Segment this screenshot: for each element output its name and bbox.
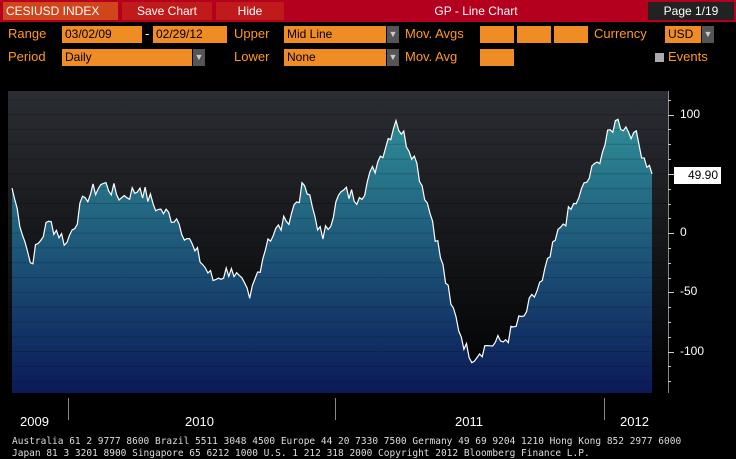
- lower-label: Lower: [234, 49, 270, 64]
- y-minor-tick: [668, 129, 671, 131]
- chevron-down-icon[interactable]: ▼: [702, 26, 714, 43]
- y-minor-tick: [668, 277, 671, 279]
- y-minor-tick: [668, 262, 671, 264]
- x-tick-label: 2010: [185, 414, 214, 429]
- y-minor-tick: [668, 188, 671, 190]
- y-minor-tick: [668, 99, 671, 101]
- range-separator: -: [145, 26, 150, 41]
- upper-select[interactable]: Mid Line: [284, 26, 386, 43]
- period-select[interactable]: Daily: [62, 49, 192, 66]
- upper-label: Upper: [234, 26, 270, 41]
- events-checkbox[interactable]: [655, 53, 664, 62]
- ticker-label[interactable]: CESIUSD INDEX: [3, 2, 118, 20]
- x-tick-label: 2012: [620, 414, 649, 429]
- range-end-field[interactable]: 02/29/12: [153, 26, 227, 43]
- events-label: Events: [668, 49, 708, 64]
- footer-contacts: Australia 61 2 9777 8600 Brazil 5511 304…: [12, 436, 682, 447]
- gridlines: [8, 99, 668, 382]
- lower-select[interactable]: None: [284, 49, 386, 66]
- mov-avg-label: Mov. Avg: [405, 49, 458, 64]
- y-minor-tick: [668, 203, 671, 205]
- y-tick: [668, 114, 674, 116]
- mov-avg-field-1[interactable]: [480, 26, 514, 43]
- page-indicator[interactable]: Page 1/19: [648, 2, 734, 20]
- last-value-badge: 49.90: [674, 167, 721, 184]
- y-axis: [668, 91, 669, 393]
- hide-button[interactable]: Hide: [216, 2, 284, 20]
- chevron-down-icon[interactable]: ▼: [387, 26, 399, 43]
- y-tick-label: -50: [680, 284, 698, 299]
- series-area: [12, 119, 652, 393]
- mov-avg-field-lower[interactable]: [480, 49, 514, 66]
- footer-copyright: Japan 81 3 3201 8900 Singapore 65 6212 1…: [12, 448, 590, 459]
- chevron-down-icon[interactable]: ▼: [387, 49, 399, 66]
- mov-avg-field-2[interactable]: [517, 26, 551, 43]
- mov-avgs-label: Mov. Avgs: [405, 26, 464, 41]
- y-minor-tick: [668, 381, 671, 383]
- range-start-field[interactable]: 03/02/09: [62, 26, 142, 43]
- y-minor-tick: [668, 144, 671, 146]
- y-tick: [668, 233, 674, 235]
- y-tick: [668, 173, 674, 175]
- y-minor-tick: [668, 307, 671, 309]
- x-axis-divider: [335, 398, 336, 420]
- save-chart-button[interactable]: Save Chart: [122, 2, 212, 20]
- x-axis-divider: [68, 398, 69, 420]
- y-tick-label: 100: [680, 106, 701, 121]
- y-minor-tick: [668, 336, 671, 338]
- title-bar: CESIUSD INDEX Save Chart Hide GP - Line …: [0, 0, 736, 22]
- line-chart[interactable]: [8, 91, 668, 393]
- x-tick-label: 2011: [455, 414, 483, 429]
- y-minor-tick: [668, 218, 671, 220]
- x-axis-divider: [604, 398, 605, 420]
- period-label: Period: [8, 49, 46, 64]
- y-tick-label: -100: [680, 343, 705, 358]
- y-minor-tick: [668, 247, 671, 249]
- y-minor-tick: [668, 321, 671, 323]
- currency-select[interactable]: USD: [665, 26, 701, 43]
- y-minor-tick: [668, 366, 671, 368]
- y-minor-tick: [668, 159, 671, 161]
- x-tick-label: 2009: [20, 414, 49, 429]
- window-title: GP - Line Chart: [434, 4, 518, 18]
- currency-label: Currency: [594, 26, 647, 41]
- y-tick-label: 0: [680, 225, 687, 240]
- y-tick: [668, 351, 674, 353]
- range-label: Range: [8, 26, 47, 41]
- chevron-down-icon[interactable]: ▼: [193, 49, 205, 66]
- series-line: [11, 118, 653, 364]
- mov-avg-field-3[interactable]: [554, 26, 588, 43]
- y-tick: [668, 292, 674, 294]
- control-panel: Range 03/02/09 - 02/29/12 Upper Mid Line…: [0, 22, 736, 70]
